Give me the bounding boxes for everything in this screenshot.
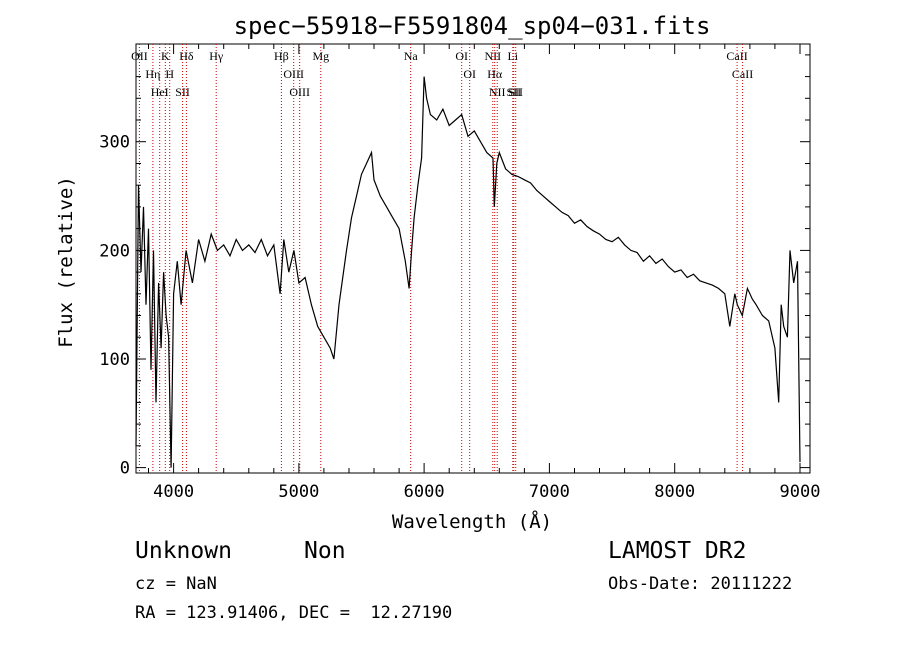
line-marker-label: CaII — [726, 49, 747, 63]
line-marker-label: NII — [484, 49, 501, 63]
line-marker-label: H — [165, 67, 174, 81]
line-marker-label: Hη — [145, 67, 160, 81]
x-tick-label: 8000 — [654, 482, 695, 502]
x-tick-label: 5000 — [278, 482, 319, 502]
line-marker-label: OIII — [289, 85, 310, 99]
x-tick-label: 9000 — [780, 482, 821, 502]
line-marker-label: K — [161, 49, 170, 63]
line-marker-label: OIII — [283, 67, 304, 81]
x-tick-label: 6000 — [404, 482, 445, 502]
y-tick-label: 200 — [99, 241, 130, 261]
line-marker-label: Mg — [312, 49, 329, 63]
obs-date: Obs-Date: 20111222 — [608, 574, 793, 594]
line-marker-label: OI — [455, 49, 468, 63]
x-axis-label: Wavelength (Å) — [392, 510, 552, 533]
line-marker-label: HeI — [151, 85, 169, 99]
plot-frame — [135, 43, 811, 474]
x-tick-label: 4000 — [153, 482, 194, 502]
x-tick-label: 7000 — [529, 482, 570, 502]
subclass-label: Non — [304, 538, 346, 564]
line-marker-label: Hβ — [274, 49, 289, 63]
line-marker-label: Hα — [487, 67, 503, 81]
coordinates: RA = 123.91406, DEC = 12.27190 — [135, 603, 453, 623]
line-marker-label: NII — [489, 85, 506, 99]
chart-title: spec−55918−F5591804_sp04−031.fits — [234, 12, 711, 40]
x-axis: 4000 5000 6000 7000 8000 9000 — [148, 44, 821, 502]
cz-value: cz = NaN — [135, 574, 217, 594]
line-marker-label: SII — [506, 85, 521, 99]
line-marker-label: Na — [404, 49, 419, 63]
y-tick-label: 100 — [99, 350, 130, 370]
line-marker-label: Hγ — [209, 49, 224, 63]
line-marker-label: Li — [507, 49, 518, 63]
survey-label: LAMOST DR2 — [608, 538, 747, 564]
line-marker-label: CaII — [732, 67, 753, 81]
class-label: Unknown — [135, 538, 232, 564]
y-tick-label: 0 — [120, 459, 130, 479]
y-tick-label: 300 — [99, 133, 130, 153]
line-marker-label: SII — [175, 85, 190, 99]
line-marker-label: OI — [463, 67, 476, 81]
line-marker-label: OII — [131, 49, 148, 63]
y-axis: 0 100 200 300 — [99, 54, 810, 479]
spectrum-line — [135, 76, 801, 468]
y-axis-label: Flux (relative) — [55, 176, 77, 348]
line-marker-label: Hδ — [179, 49, 194, 63]
spectrum-series — [135, 76, 801, 468]
line-marker-label: SII — [508, 85, 523, 99]
